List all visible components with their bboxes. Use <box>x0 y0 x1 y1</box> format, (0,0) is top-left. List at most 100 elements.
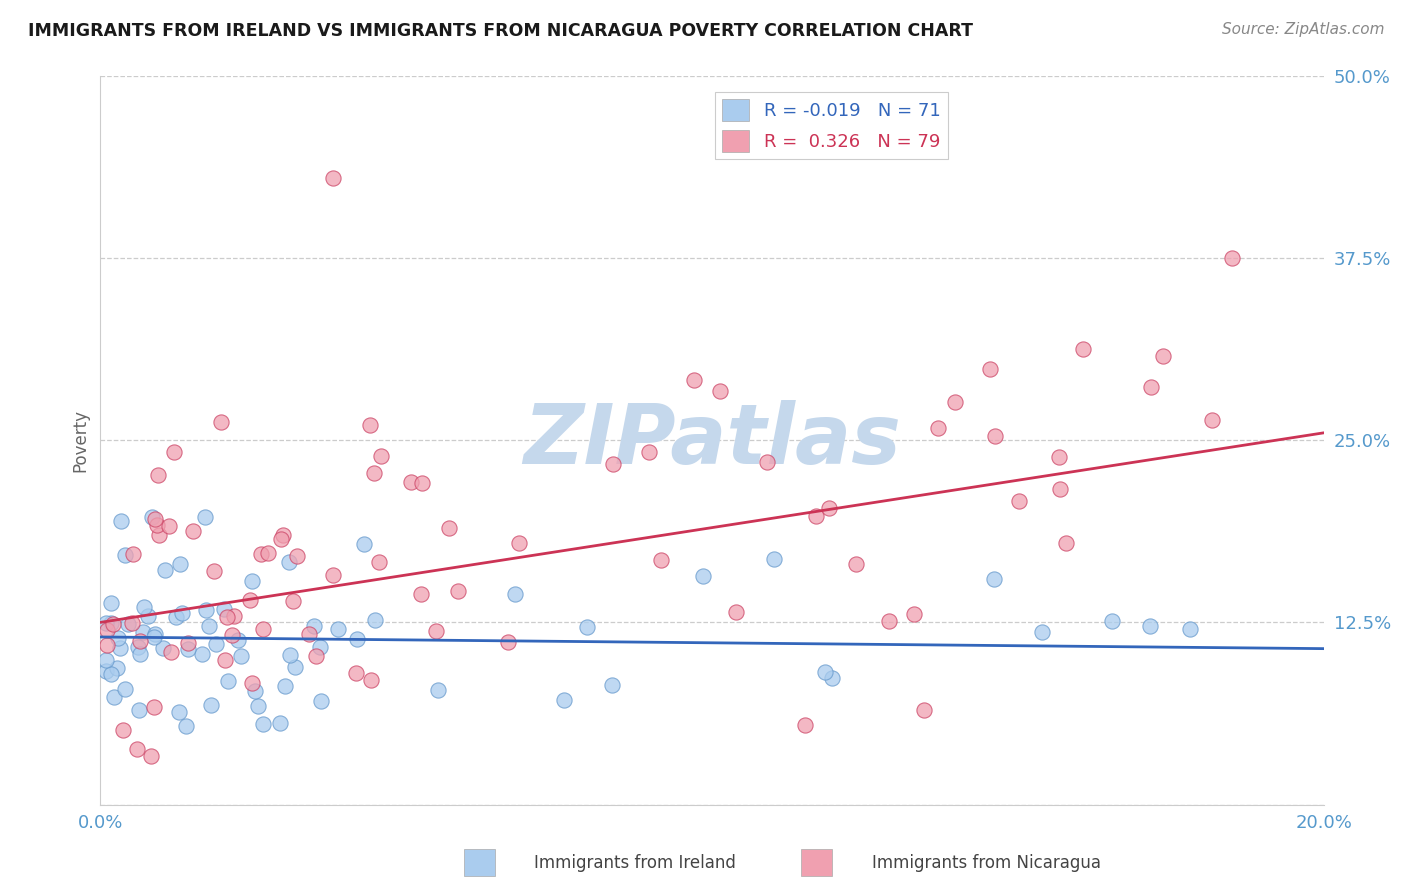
Point <box>1047 450 1070 465</box>
Point <box>256 546 278 560</box>
Point <box>96 652 118 666</box>
Point <box>141 510 163 524</box>
Point <box>447 584 470 599</box>
Point <box>650 553 672 567</box>
Point <box>209 415 232 429</box>
Point <box>353 537 375 551</box>
Point <box>600 677 623 691</box>
Point <box>692 568 714 582</box>
Point <box>202 564 225 578</box>
Point <box>363 466 385 480</box>
Point <box>283 594 305 608</box>
Point <box>194 510 217 524</box>
Point <box>1152 349 1174 363</box>
Point <box>298 627 321 641</box>
Point <box>326 622 349 636</box>
Point <box>105 660 128 674</box>
Point <box>96 664 118 678</box>
Point <box>146 467 169 482</box>
Point <box>979 362 1001 376</box>
Point <box>370 449 392 463</box>
Point <box>1139 619 1161 633</box>
Point <box>755 455 778 469</box>
Point <box>127 640 149 654</box>
Point <box>1101 615 1123 629</box>
Point <box>252 716 274 731</box>
Point <box>304 619 326 633</box>
Point <box>145 517 167 532</box>
Point <box>1031 625 1053 640</box>
Point <box>360 673 382 687</box>
Point <box>176 719 198 733</box>
Point <box>110 515 132 529</box>
Point <box>682 373 704 387</box>
Point <box>1049 482 1071 496</box>
Point <box>103 690 125 704</box>
Point <box>96 615 118 630</box>
Point <box>399 475 422 489</box>
Point <box>195 603 218 617</box>
Point <box>724 605 747 619</box>
Point <box>176 642 198 657</box>
Point <box>108 641 131 656</box>
Point <box>212 601 235 615</box>
Point <box>576 620 599 634</box>
Point <box>190 647 212 661</box>
Text: Immigrants from Ireland: Immigrants from Ireland <box>534 854 737 871</box>
Point <box>132 599 155 614</box>
Point <box>344 665 367 680</box>
Point <box>221 628 243 642</box>
Point <box>983 572 1005 586</box>
Legend: R = -0.019   N = 71, R =  0.326   N = 79: R = -0.019 N = 71, R = 0.326 N = 79 <box>716 92 948 160</box>
Point <box>176 636 198 650</box>
Point <box>114 682 136 697</box>
Text: Immigrants from Nicaragua: Immigrants from Nicaragua <box>872 854 1101 871</box>
Point <box>143 626 166 640</box>
Point <box>364 613 387 627</box>
Point <box>169 705 191 719</box>
Point <box>411 587 433 601</box>
Point <box>284 660 307 674</box>
Point <box>1008 494 1031 508</box>
Point <box>359 417 381 432</box>
Point <box>305 649 328 664</box>
Point <box>278 648 301 663</box>
Point <box>117 616 139 631</box>
Text: Source: ZipAtlas.com: Source: ZipAtlas.com <box>1222 22 1385 37</box>
Point <box>152 641 174 656</box>
Point <box>322 170 344 185</box>
Point <box>169 557 191 571</box>
Point <box>129 633 152 648</box>
Point <box>121 615 143 630</box>
Point <box>159 645 181 659</box>
Point <box>246 698 269 713</box>
Point <box>273 528 295 542</box>
Point <box>309 640 332 654</box>
Point <box>818 501 841 516</box>
Point <box>143 512 166 526</box>
Point <box>309 694 332 708</box>
Point <box>252 622 274 636</box>
Point <box>638 445 661 459</box>
Point <box>285 549 308 564</box>
Point <box>243 683 266 698</box>
Point <box>269 715 291 730</box>
Point <box>427 682 450 697</box>
Point <box>143 699 166 714</box>
Point <box>142 630 165 644</box>
Point <box>131 625 153 640</box>
Point <box>112 723 135 738</box>
Point <box>96 623 118 637</box>
Point <box>912 702 935 716</box>
Point <box>205 637 228 651</box>
Point <box>121 547 143 561</box>
Point <box>224 608 246 623</box>
Point <box>984 429 1007 443</box>
Point <box>217 673 239 688</box>
Point <box>215 609 238 624</box>
Point <box>503 587 526 601</box>
Point <box>602 457 624 471</box>
Point <box>763 552 786 566</box>
Point <box>249 547 271 561</box>
Point <box>162 445 184 459</box>
